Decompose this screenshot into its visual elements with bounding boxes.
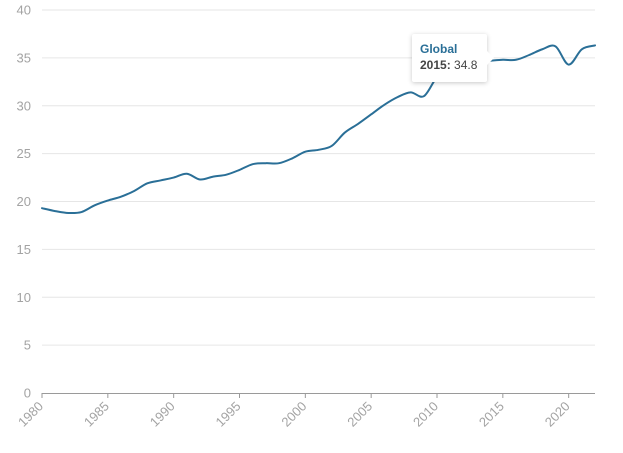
tooltip: Global 2015: 34.8: [412, 34, 494, 82]
y-tick-label: 20: [17, 194, 31, 209]
y-tick-label: 40: [17, 3, 31, 18]
y-tick-label: 15: [17, 242, 31, 257]
x-tick-label: 2005: [344, 399, 375, 430]
y-tick-label: 30: [17, 98, 31, 113]
y-tick-label: 0: [24, 386, 31, 401]
y-tick-label: 5: [24, 338, 31, 353]
grid-lines: [42, 9, 595, 346]
x-tick-label: 1980: [15, 399, 46, 430]
x-tick-label: 2020: [542, 399, 573, 430]
x-tick-label: 2010: [410, 399, 441, 430]
tooltip-year: 2015:: [420, 58, 451, 72]
series-line-global[interactable]: [41, 44, 596, 215]
x-tick-label: 1985: [81, 399, 112, 430]
series-layer: [41, 44, 596, 215]
y-axis: 0 5 10 15 20 25 30 35 40: [17, 3, 31, 401]
x-tick-label: 1995: [213, 399, 244, 430]
tooltip-series-name: Global: [420, 42, 458, 56]
y-tick-label: 35: [17, 50, 31, 65]
x-tick-label: 2015: [476, 399, 507, 430]
y-tick-label: 10: [17, 290, 31, 305]
tooltip-value-row: 2015: 34.8: [420, 56, 487, 74]
x-axis: 1980 1985 1990 1995 2000 2005 2010 2015 2020: [15, 393, 573, 430]
y-tick-label: 25: [17, 146, 31, 161]
x-tick-label: 1990: [147, 399, 178, 430]
tooltip-value: 34.8: [454, 58, 478, 72]
x-tick-label: 2000: [278, 399, 309, 430]
